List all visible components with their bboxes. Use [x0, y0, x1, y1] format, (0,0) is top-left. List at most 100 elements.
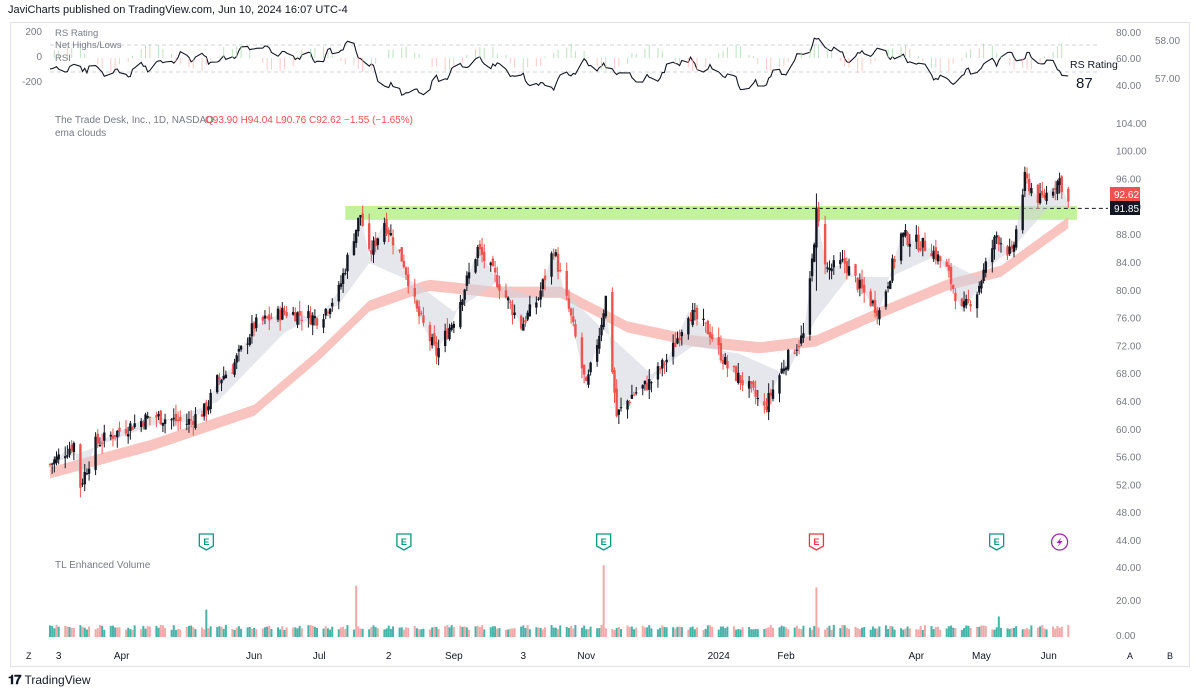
- volume-bar: [237, 626, 240, 637]
- price-tick-label: 44.00: [1116, 536, 1141, 547]
- candle-body: [72, 442, 76, 453]
- volume-bar: [663, 626, 666, 637]
- earnings-icon: E: [396, 533, 412, 551]
- candle-body: [443, 330, 447, 346]
- candle-body: [57, 454, 60, 460]
- volume-bar: [871, 626, 874, 637]
- volume-bar: [617, 626, 620, 637]
- candle-body: [331, 302, 334, 307]
- candle-body: [947, 265, 951, 271]
- volume-bar: [85, 629, 88, 637]
- price-axis[interactable]: 104.00100.0096.0092.0088.0084.0080.0076.…: [1116, 119, 1147, 547]
- candle-body: [118, 427, 121, 432]
- axis-button-a[interactable]: A: [1127, 651, 1133, 661]
- candle-body: [205, 402, 208, 414]
- tradingview-logo-icon: 𝟏𝟕: [8, 672, 22, 687]
- volume-bar: [906, 626, 909, 637]
- candle-body: [832, 260, 835, 268]
- volume-bar: [769, 625, 772, 637]
- price-tick-label: 56.00: [1116, 453, 1141, 464]
- volume-bar: [261, 628, 264, 637]
- axis-button-b[interactable]: B: [1167, 651, 1173, 661]
- earnings-letter: E: [813, 537, 819, 547]
- volume-bar: [648, 625, 651, 637]
- volume-bar: [604, 628, 607, 637]
- candle-body: [993, 236, 996, 250]
- volume-bar: [861, 627, 864, 637]
- candle-body: [474, 259, 477, 273]
- earnings-badge: [198, 533, 214, 551]
- volume-bar: [402, 629, 405, 637]
- volume-bar: [281, 626, 284, 637]
- candles: [48, 166, 1070, 498]
- candle-body: [87, 468, 91, 474]
- axis-button-z[interactable]: Z: [26, 651, 32, 661]
- volume-bar: [463, 626, 466, 637]
- volume-bar: [908, 628, 911, 637]
- volume-bar: [893, 629, 896, 637]
- candle-body: [967, 298, 970, 301]
- candle-body: [270, 317, 273, 319]
- candle-body: [81, 483, 84, 485]
- volume-bar: [83, 627, 86, 637]
- candle-body: [285, 312, 288, 316]
- candle-body: [309, 312, 312, 325]
- volume-bar: [331, 626, 334, 637]
- volume-bar: [233, 629, 236, 637]
- candle-body: [376, 238, 380, 246]
- volume-bar: [878, 626, 881, 637]
- volume-bar: [190, 625, 193, 637]
- candle-body: [94, 436, 97, 470]
- candle-body: [109, 434, 112, 437]
- volume-bar: [980, 625, 983, 637]
- candle-body: [802, 333, 805, 338]
- volume-bar: [643, 627, 646, 637]
- volume-bar: [902, 629, 905, 637]
- volume-bar: [172, 625, 175, 637]
- volume-bar: [185, 626, 188, 637]
- volume-bar: [780, 625, 783, 637]
- candle-body: [732, 365, 736, 368]
- rs-rating-label: RS Rating: [1070, 59, 1118, 71]
- volume-bar: [309, 624, 312, 637]
- candle-body: [854, 264, 857, 276]
- volume-bar: [522, 625, 525, 637]
- volume-bar: [665, 627, 668, 637]
- volume-bar: [431, 627, 434, 637]
- volume-bar: [285, 627, 288, 637]
- candle-body: [144, 414, 147, 430]
- symbol-title: The Trade Desk, Inc., 1D, NASDAQ: [55, 115, 214, 126]
- volume-bar: [709, 625, 712, 637]
- rs-rating-line: [49, 37, 1069, 96]
- candle-body: [656, 366, 660, 380]
- candle-body: [131, 427, 134, 430]
- volume-bar: [98, 625, 101, 637]
- candle-body: [372, 240, 375, 255]
- time-axis[interactable]: 3 Apr Jun Jul 2 Sep 3 Nov 2024 Feb Apr May Jun: [56, 651, 1057, 662]
- volume-bar: [620, 629, 623, 637]
- candle-body: [954, 292, 957, 302]
- volume-bar: [541, 629, 544, 637]
- candle-body: [1025, 173, 1029, 179]
- volume-bar: [858, 629, 861, 637]
- candle-body: [207, 406, 210, 411]
- candle-body: [192, 420, 195, 426]
- candle-body: [693, 310, 697, 312]
- volume-bar: [437, 629, 440, 637]
- candle-body: [869, 291, 872, 306]
- candle-body: [982, 269, 985, 281]
- candle-body: [98, 445, 102, 447]
- volume-bar: [468, 629, 471, 637]
- volume-bar: [876, 628, 879, 637]
- candle-body: [1010, 245, 1014, 249]
- volume-bar: [919, 626, 922, 637]
- volume-bar: [696, 627, 699, 637]
- volume-bar: [407, 627, 410, 637]
- volume-bar: [559, 625, 562, 637]
- time-tick-label: Apr: [909, 651, 925, 662]
- candle-body: [159, 410, 162, 425]
- candle-body: [604, 295, 608, 317]
- volume-bar: [982, 625, 985, 637]
